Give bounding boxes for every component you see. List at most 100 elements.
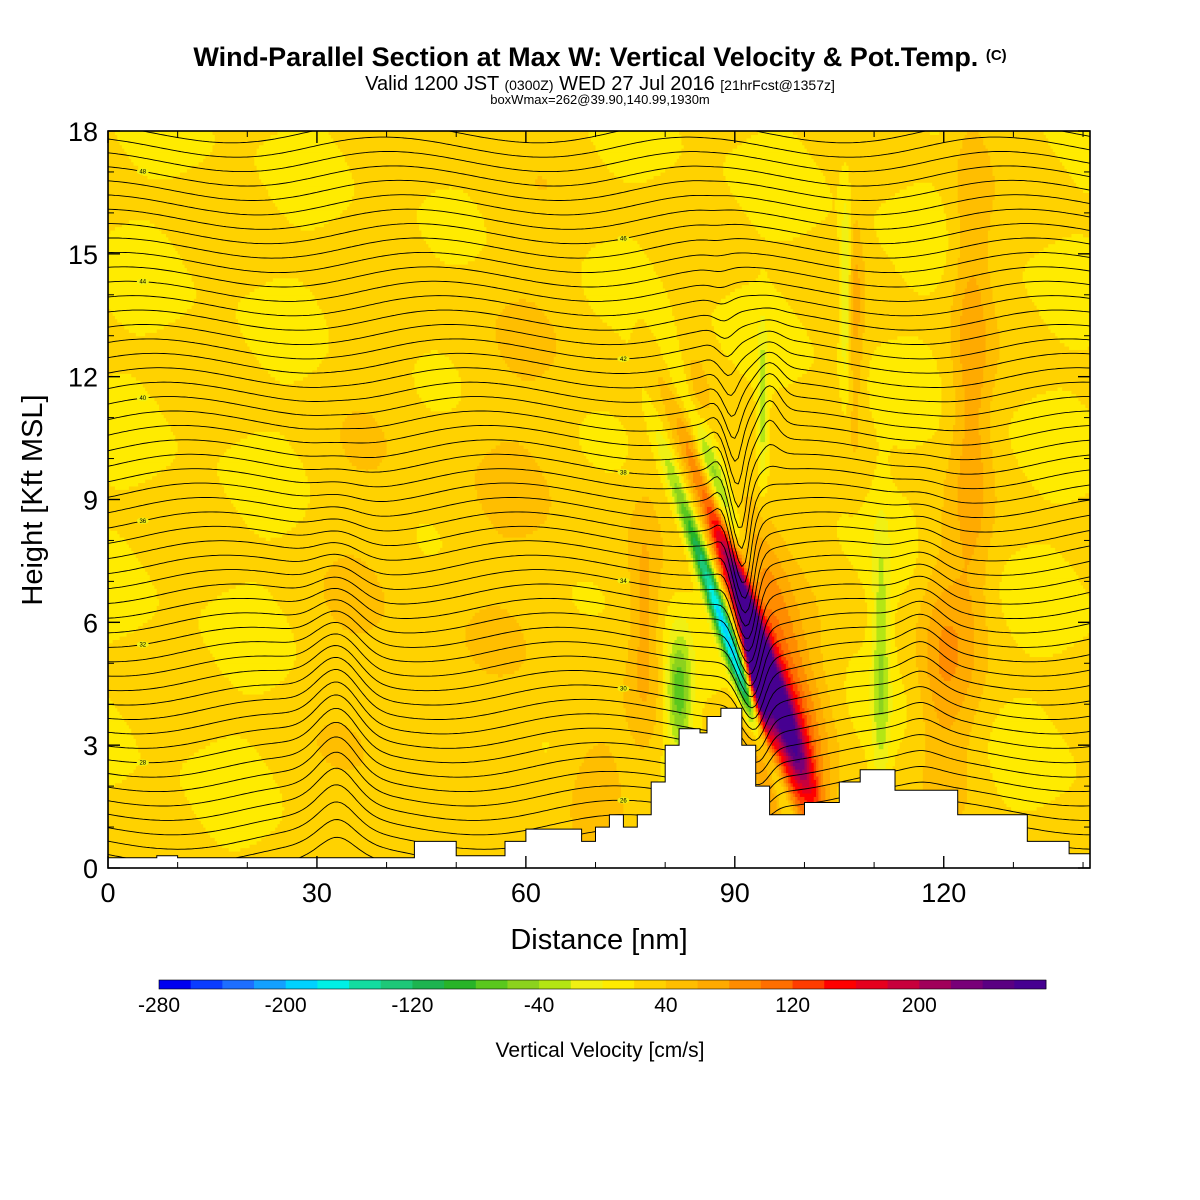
chart-subtitle: Valid 1200 JST (0300Z) WED 27 Jul 2016 [… <box>0 73 1200 96</box>
colorbar-swatch <box>760 980 793 989</box>
isentrope-line <box>108 539 1090 627</box>
isentrope-label: 48 <box>139 170 146 176</box>
colorbar-swatch <box>570 980 603 989</box>
colorbar-swatch <box>1014 980 1047 989</box>
y-tick-label: 0 <box>83 854 98 884</box>
isentrope-line <box>108 511 1090 599</box>
y-tick-label: 6 <box>83 608 98 638</box>
y-tick-label: 3 <box>83 731 98 761</box>
colorbar-swatch <box>507 980 540 989</box>
isentrope-line <box>108 465 1090 549</box>
y-axis-label: Height [Kft MSL] <box>17 394 49 605</box>
colorbar: -280 -200 -120 -40 40 120 200 <box>138 979 1047 1017</box>
colorbar-swatch <box>412 980 445 989</box>
isentrope-label-bg <box>136 278 149 285</box>
isentrope-line <box>108 151 1090 173</box>
isentrope-label-bg <box>136 517 149 524</box>
colorbar-swatch <box>919 980 952 989</box>
colorbar-swatch <box>190 980 223 989</box>
isentrope-label-bg <box>617 685 630 692</box>
colorbar-swatch <box>697 980 730 989</box>
isentrope-line <box>108 482 1090 567</box>
colorbar-swatch <box>317 980 350 989</box>
isentrope-label-bg <box>617 797 630 804</box>
x-tick-label: 90 <box>720 878 750 908</box>
isentrope-label: 42 <box>620 357 627 363</box>
colorbar-label: Vertical Velocity [cm/s] <box>496 1039 705 1062</box>
y-tick-label: 15 <box>68 240 98 270</box>
vertical-velocity-field <box>108 131 1090 868</box>
isentrope-label: 36 <box>139 519 146 525</box>
colorbar-frame <box>158 979 1047 990</box>
isentrope-label: 32 <box>139 643 146 649</box>
isentrope-line <box>108 280 1090 302</box>
isentrope-line <box>108 645 1090 730</box>
chart-title: Wind-Parallel Section at Max W: Vertical… <box>0 42 1200 73</box>
isentrope-line <box>108 399 1090 485</box>
x-tick-label: 120 <box>921 878 966 908</box>
x-axis-label: Distance [nm] <box>510 924 687 956</box>
isentrope-label-bg <box>617 577 630 584</box>
isentrope-line <box>108 307 1090 331</box>
y-tick-label: 18 <box>68 117 98 147</box>
isentrope-label: 26 <box>620 798 627 804</box>
isentrope-line <box>108 208 1090 230</box>
isentrope-label-bg <box>617 469 630 476</box>
colorbar-swatch <box>634 980 667 989</box>
isentrope-line <box>108 136 1090 158</box>
colorbar-swatch <box>887 980 920 989</box>
colorbar-swatch <box>380 980 413 989</box>
colorbar-swatch <box>602 980 635 989</box>
isentrope-label-bg <box>136 641 149 648</box>
x-tick-label: 60 <box>511 878 541 908</box>
isentrope-label-bg <box>136 168 149 175</box>
isentrope-line <box>108 194 1090 216</box>
colorbar-tick-label: -200 <box>265 994 307 1017</box>
colorbar-swatch <box>539 980 572 989</box>
isentrope-label-bg <box>136 394 149 402</box>
isentrope-line <box>108 266 1090 288</box>
colorbar-swatch <box>950 980 984 989</box>
isentrope-line <box>108 633 1090 720</box>
colorbar-swatch <box>254 980 287 989</box>
colorbar-tick-label: -40 <box>524 994 554 1017</box>
isentrope-line <box>108 444 1090 528</box>
isentrope-line <box>108 351 1090 396</box>
isentrope-line <box>108 385 1090 462</box>
colorbar-tick-label: 40 <box>654 994 677 1017</box>
colorbar-swatch <box>285 980 318 989</box>
date-label: WED 27 Jul 2016 <box>559 73 715 95</box>
isentrope-line <box>108 621 1090 709</box>
isentrope-label: 40 <box>139 396 146 402</box>
box-info-label: boxWmax=262@39.90,140.99,1930m <box>490 92 710 107</box>
isentrope-line <box>108 525 1090 614</box>
colorbar-tick-label: -120 <box>391 994 433 1017</box>
isentrope-label-bg <box>617 355 630 363</box>
isentrope-line <box>108 497 1090 583</box>
isentrope-line <box>108 575 1090 664</box>
isentrope-line <box>108 599 1090 686</box>
x-tick-label: 30 <box>302 878 332 908</box>
isentrope-label: 38 <box>620 470 627 476</box>
isentrope-label: 44 <box>139 280 146 286</box>
isentrope-line <box>108 587 1090 676</box>
utc-time-label: (0300Z) <box>504 77 554 93</box>
colorbar-swatch <box>982 980 1015 989</box>
colorbar-swatch <box>222 980 255 989</box>
isentrope-label: 34 <box>620 579 627 585</box>
colorbar-swatch <box>824 980 857 989</box>
colorbar-swatch <box>444 980 477 989</box>
isentrope-line <box>108 373 1090 439</box>
isentrope-line <box>108 179 1090 201</box>
chart-title-text: Wind-Parallel Section at Max W: Vertical… <box>193 42 979 72</box>
isentrope-line <box>108 294 1090 317</box>
terrain-profile <box>107 707 1091 869</box>
isentrope-line <box>108 223 1090 245</box>
colorbar-tick-label: 200 <box>902 994 937 1017</box>
isentrope-label: 28 <box>139 761 146 767</box>
colorbar-swatch <box>729 980 762 989</box>
colorbar-tick-label: 120 <box>775 994 810 1017</box>
colorbar-swatch <box>159 980 192 989</box>
